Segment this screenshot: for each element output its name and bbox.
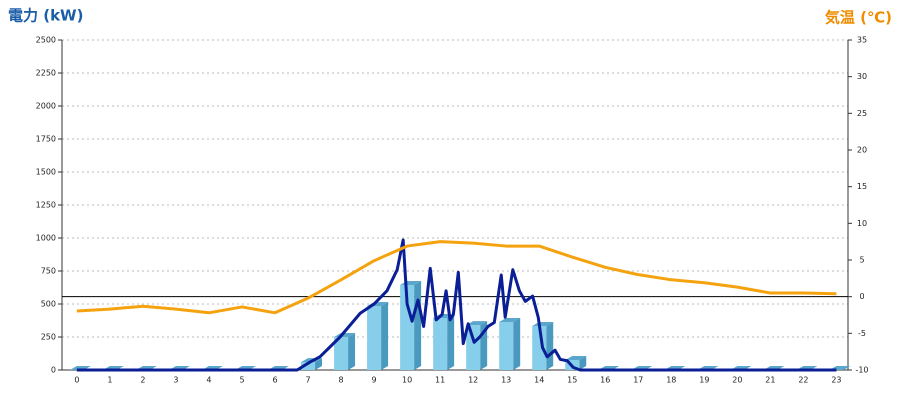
bar-front xyxy=(532,326,547,370)
y2-tick-label: 20 xyxy=(857,146,867,155)
y2-tick-label: 10 xyxy=(857,219,867,228)
x-tick-label: 4 xyxy=(206,376,211,385)
x-tick-label: 15 xyxy=(567,376,577,385)
y2-tick-label: 15 xyxy=(857,182,867,191)
y-tick-label: 1750 xyxy=(36,135,56,144)
y2-tick-label: 5 xyxy=(859,256,864,265)
bar-side xyxy=(414,280,422,370)
bar-top xyxy=(466,321,488,326)
x-tick-label: 23 xyxy=(831,376,841,385)
y-tick-label: 1000 xyxy=(36,234,56,243)
bar-front xyxy=(367,305,382,370)
bar-front xyxy=(301,362,316,370)
x-tick-label: 8 xyxy=(339,376,344,385)
x-tick-label: 20 xyxy=(732,376,742,385)
bar-side xyxy=(381,301,389,370)
line xyxy=(76,238,837,372)
right-axis-title: 気温 (℃) xyxy=(825,9,892,27)
x-tick-label: 11 xyxy=(435,376,445,385)
bar-top xyxy=(499,317,521,322)
x-tick-label: 6 xyxy=(272,376,277,385)
y-tick-label: 2000 xyxy=(36,102,56,111)
x-tick-label: 10 xyxy=(402,376,412,385)
y-tick-label: 500 xyxy=(41,300,56,309)
y-tick-label: 2250 xyxy=(36,69,56,78)
y-tick-label: 0 xyxy=(51,366,56,375)
bar-side xyxy=(579,355,587,370)
bar-side xyxy=(447,313,455,370)
bar-front xyxy=(499,321,514,370)
x-tick-label: 13 xyxy=(501,376,511,385)
y2-tick-label: -10 xyxy=(855,366,868,375)
bar xyxy=(499,317,521,370)
x-tick-label: 7 xyxy=(305,376,310,385)
y2-tick-label: 30 xyxy=(857,72,867,81)
bar-front xyxy=(433,317,448,370)
left-axis-title: 電力 (kW) xyxy=(8,7,83,25)
x-tick-label: 5 xyxy=(239,376,244,385)
line xyxy=(76,240,837,315)
x-tick-label: 17 xyxy=(633,376,643,385)
y-tick-label: 2500 xyxy=(36,36,56,45)
bar xyxy=(433,313,455,370)
y-tick-label: 1500 xyxy=(36,168,56,177)
bar-top xyxy=(532,322,554,327)
bar-side xyxy=(348,333,356,370)
x-tick-label: 12 xyxy=(468,376,478,385)
y2-tick-label: 25 xyxy=(857,109,867,118)
bar xyxy=(334,333,356,370)
bar-front xyxy=(400,284,415,370)
x-tick-label: 1 xyxy=(107,376,112,385)
x-tick-label: 0 xyxy=(74,376,79,385)
bar xyxy=(367,301,389,370)
x-tick-label: 14 xyxy=(534,376,544,385)
x-tick-label: 18 xyxy=(666,376,676,385)
bar-front xyxy=(466,325,481,370)
y-tick-label: 1250 xyxy=(36,201,56,210)
bar xyxy=(400,280,422,370)
x-tick-label: 21 xyxy=(765,376,775,385)
y2-tick-label: 35 xyxy=(857,36,867,45)
x-tick-label: 16 xyxy=(600,376,610,385)
bar-front xyxy=(334,337,349,370)
bar-top xyxy=(565,355,587,360)
x-tick-label: 2 xyxy=(140,376,145,385)
bar-side xyxy=(546,322,554,370)
y2-tick-label: -5 xyxy=(858,329,866,338)
bar-side xyxy=(513,317,521,370)
x-tick-label: 3 xyxy=(173,376,178,385)
y2-tick-label: 0 xyxy=(859,292,864,301)
x-tick-label: 9 xyxy=(372,376,377,385)
x-tick-label: 22 xyxy=(798,376,808,385)
y-tick-label: 750 xyxy=(41,267,56,276)
y-tick-label: 250 xyxy=(41,333,56,342)
bar-side xyxy=(315,358,323,370)
x-tick-label: 19 xyxy=(699,376,709,385)
